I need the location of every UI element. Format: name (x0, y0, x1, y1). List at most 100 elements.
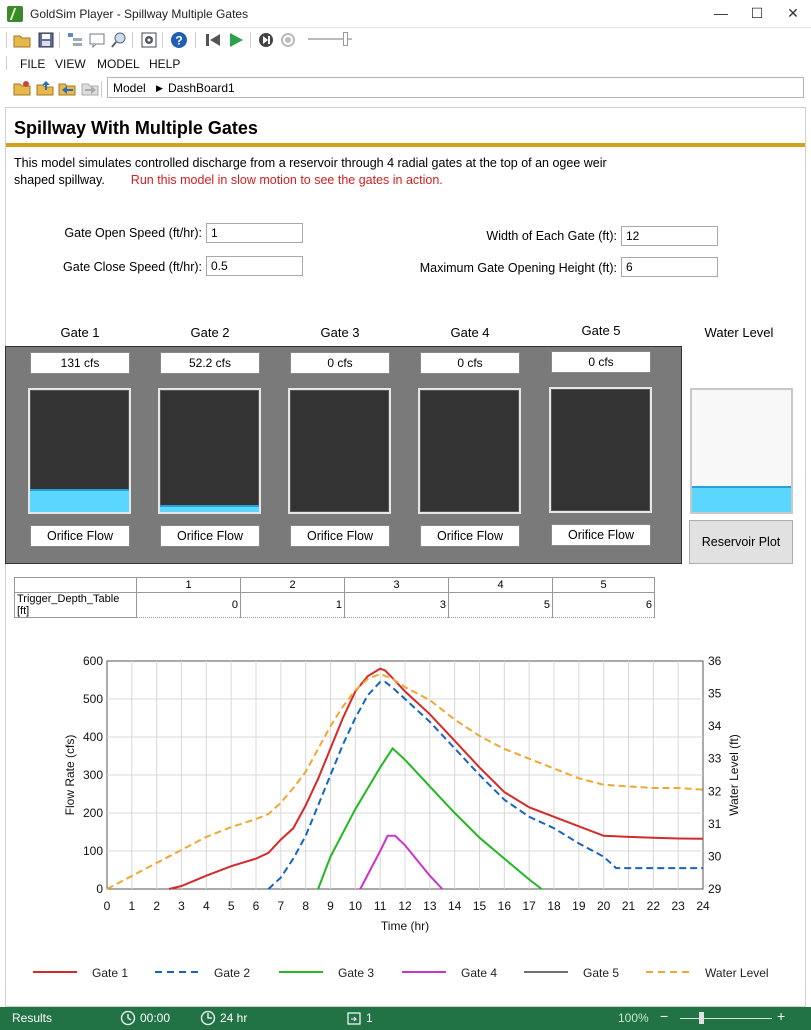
step-icon[interactable] (257, 31, 275, 49)
up-level-icon[interactable] (36, 79, 54, 97)
y-tick-label: 100 (83, 844, 103, 858)
y-tick-label: 400 (83, 730, 103, 744)
gate-width-input[interactable]: 12 (621, 226, 718, 246)
breadcrumb-model[interactable]: Model (113, 81, 146, 95)
home-folder-icon[interactable] (13, 79, 31, 97)
x-tick-label: 16 (498, 899, 512, 913)
reset-icon[interactable] (204, 31, 222, 49)
minimize-button[interactable]: — (714, 5, 728, 21)
y2-tick-label: 29 (708, 882, 722, 896)
x-tick-label: 10 (349, 899, 363, 913)
gate-5-flow: 0 cfs (551, 351, 651, 373)
menu-view[interactable]: VIEW (55, 57, 86, 71)
x-tick-label: 7 (277, 899, 284, 913)
table-cell[interactable]: 6 (552, 592, 655, 618)
x-tick-label: 12 (398, 899, 412, 913)
x-tick-label: 1 (128, 899, 135, 913)
gate-3-orifice-flow-button[interactable]: Orifice Flow (290, 525, 390, 547)
zoom-slider-thumb[interactable] (699, 1012, 704, 1024)
run-properties-icon[interactable] (140, 31, 158, 49)
gate-3-level (288, 388, 391, 514)
table-cell[interactable]: 1 (240, 592, 345, 618)
help-icon[interactable]: ? (170, 31, 188, 49)
max-gate-height-label: Maximum Gate Opening Height (ft): (419, 261, 617, 275)
description: This model simulates controlled discharg… (14, 155, 634, 189)
y2-tick-label: 34 (708, 719, 722, 733)
description-text: This model simulates controlled discharg… (14, 156, 607, 187)
gate-2-flow: 52.2 cfs (160, 352, 260, 374)
table-header-row: 1 2 3 4 5 (14, 577, 655, 593)
zoom-out-button[interactable]: − (660, 1008, 669, 1024)
nav-separator (101, 81, 102, 97)
y-tick-label: 200 (83, 806, 103, 820)
x-tick-label: 19 (572, 899, 586, 913)
toolbar: ? (0, 28, 811, 52)
maximize-button[interactable]: ☐ (750, 5, 764, 21)
speed-slider-track[interactable] (308, 38, 352, 40)
gate-1-level (28, 388, 131, 514)
title-divider (6, 143, 805, 147)
table-cell[interactable]: 0 (136, 592, 241, 618)
gate-4-orifice-flow-button[interactable]: Orifice Flow (420, 525, 520, 547)
x-tick-label: 23 (671, 899, 685, 913)
table-col-header: 1 (136, 577, 241, 593)
zoom-slider-track[interactable] (680, 1018, 772, 1019)
menu-file[interactable]: FILE (20, 57, 46, 71)
breadcrumb: Model ▶ DashBoard1 (107, 77, 804, 98)
browser-tree-icon[interactable] (66, 31, 84, 49)
forward-icon[interactable] (81, 79, 99, 97)
breadcrumb-separator-icon: ▶ (156, 83, 163, 93)
table-cell[interactable]: 3 (344, 592, 449, 618)
water-level-heading: Water Level (704, 325, 774, 340)
x-tick-label: 11 (374, 899, 387, 913)
table-row-label: Trigger_Depth_Table [ft] (14, 592, 137, 618)
legend-label: Gate 3 (338, 966, 374, 980)
play-icon[interactable] (227, 31, 245, 49)
max-gate-height-input[interactable]: 6 (621, 257, 718, 277)
x-tick-label: 22 (647, 899, 661, 913)
table-col-header: 3 (344, 577, 449, 593)
y2-tick-label: 31 (708, 817, 722, 831)
gate-5-orifice-flow-button[interactable]: Orifice Flow (551, 524, 651, 546)
reservoir-plot-button[interactable]: Reservoir Plot (689, 520, 793, 564)
y2-tick-label: 33 (708, 752, 722, 766)
gate-open-speed-input[interactable]: 1 (206, 223, 303, 243)
series-line-gate-1 (168, 667, 704, 890)
x-tick-label: 13 (423, 899, 437, 913)
water-level-fill (692, 486, 791, 512)
close-button[interactable]: ✕ (787, 5, 799, 21)
gate-open-speed-label: Gate Open Speed (ft/hr): (64, 226, 202, 240)
slow-motion-icon[interactable] (279, 31, 297, 49)
x-tick-label: 2 (153, 899, 160, 913)
x-tick-label: 15 (473, 899, 487, 913)
speed-slider-thumb[interactable] (343, 32, 348, 46)
toolbar-separator (132, 32, 133, 48)
svg-text:?: ? (175, 34, 182, 48)
toolbar-separator (250, 32, 251, 48)
series-line-water-level (106, 672, 704, 890)
table-corner (14, 577, 137, 593)
y-tick-label: 300 (83, 768, 103, 782)
gate-1-orifice-flow-button[interactable]: Orifice Flow (30, 525, 130, 547)
zoom-in-button[interactable]: + (777, 1008, 786, 1024)
breadcrumb-dashboard[interactable]: DashBoard1 (168, 81, 235, 95)
toolbar-grip (6, 32, 7, 48)
gate-close-speed-input[interactable]: 0.5 (206, 256, 303, 276)
x-tick-label: 21 (622, 899, 636, 913)
menu-model[interactable]: MODEL (97, 57, 140, 71)
gate-5-level (549, 387, 652, 513)
table-cell[interactable]: 5 (448, 592, 553, 618)
legend-label: Gate 1 (92, 966, 128, 980)
toolbar-separator (59, 32, 60, 48)
search-icon[interactable] (110, 31, 128, 49)
back-icon[interactable] (58, 79, 76, 97)
table-col-header: 5 (552, 577, 655, 593)
toolbar-separator (195, 32, 196, 48)
gate-2-orifice-flow-button[interactable]: Orifice Flow (160, 525, 260, 547)
notes-icon[interactable] (88, 31, 106, 49)
save-icon[interactable] (37, 31, 55, 49)
series-line-gate-2 (267, 680, 703, 890)
open-folder-icon[interactable] (13, 31, 31, 49)
menu-help[interactable]: HELP (149, 57, 181, 71)
x-tick-label: 6 (253, 899, 260, 913)
